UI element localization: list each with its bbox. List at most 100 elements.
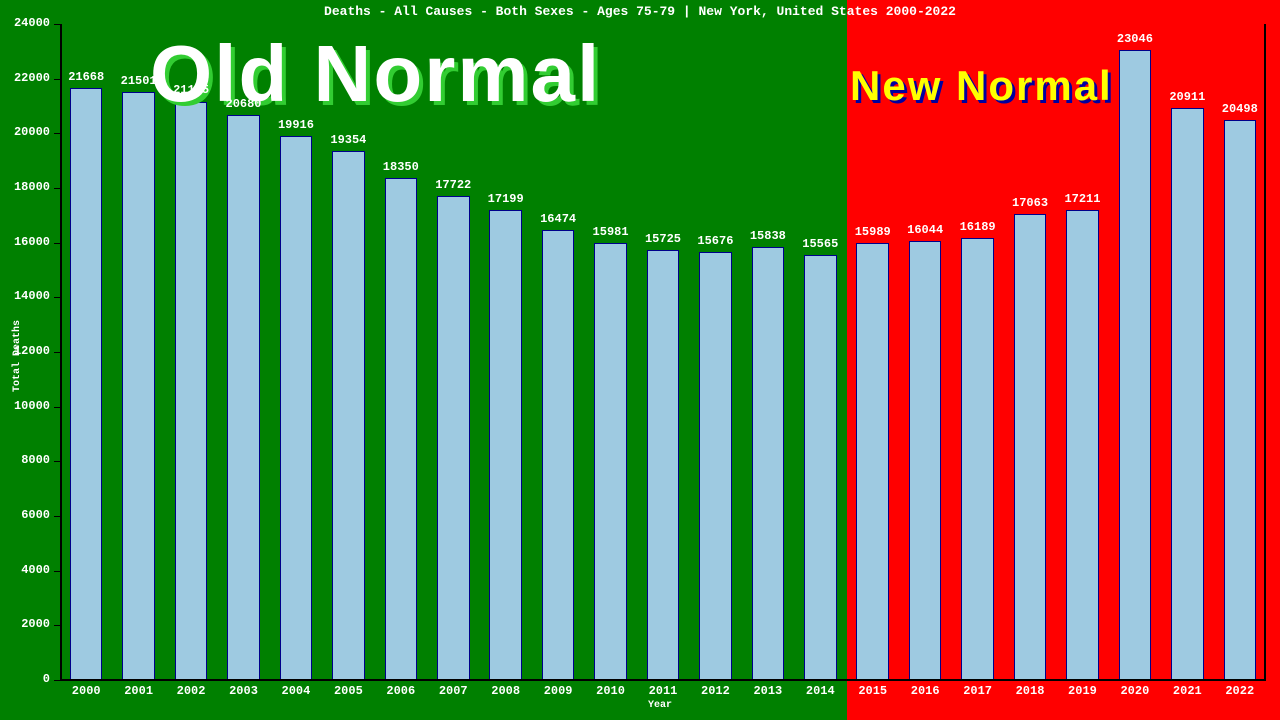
bar bbox=[175, 102, 208, 681]
y-tick-mark bbox=[54, 24, 60, 25]
bar bbox=[489, 210, 522, 680]
y-tick-label: 22000 bbox=[0, 71, 50, 85]
bar-value-label: 19354 bbox=[322, 133, 374, 147]
bar bbox=[385, 178, 418, 680]
bar bbox=[1066, 210, 1099, 680]
bar-value-label: 21165 bbox=[165, 83, 217, 97]
x-axis-title: Year bbox=[648, 700, 672, 711]
y-tick-mark bbox=[54, 516, 60, 517]
bar-value-label: 17063 bbox=[1004, 196, 1056, 210]
bar-value-label: 19916 bbox=[270, 118, 322, 132]
y-tick-mark bbox=[54, 461, 60, 462]
plot-area bbox=[60, 24, 1266, 680]
x-tick-label: 2006 bbox=[375, 684, 427, 698]
axis-line bbox=[1264, 24, 1266, 680]
x-tick-label: 2013 bbox=[742, 684, 794, 698]
bar bbox=[961, 238, 994, 680]
axis-line bbox=[60, 679, 1266, 681]
bar bbox=[594, 243, 627, 680]
bar-value-label: 15989 bbox=[847, 225, 899, 239]
chart-root: Deaths - All Causes - Both Sexes - Ages … bbox=[0, 0, 1280, 720]
y-tick-mark bbox=[54, 680, 60, 681]
bar-value-label: 20680 bbox=[217, 97, 269, 111]
y-tick-mark bbox=[54, 243, 60, 244]
bar bbox=[70, 88, 103, 680]
x-tick-label: 2014 bbox=[794, 684, 846, 698]
x-tick-label: 2008 bbox=[479, 684, 531, 698]
x-tick-label: 2016 bbox=[899, 684, 951, 698]
new-normal-label: New Normal bbox=[850, 62, 1113, 110]
y-tick-label: 20000 bbox=[0, 125, 50, 139]
x-tick-label: 2020 bbox=[1109, 684, 1161, 698]
bar bbox=[752, 247, 785, 680]
bar bbox=[909, 241, 942, 680]
bar bbox=[647, 250, 680, 680]
y-tick-label: 4000 bbox=[0, 563, 50, 577]
y-tick-label: 10000 bbox=[0, 399, 50, 413]
bar bbox=[1119, 50, 1152, 680]
y-tick-mark bbox=[54, 188, 60, 189]
y-tick-mark bbox=[54, 352, 60, 353]
y-tick-label: 14000 bbox=[0, 289, 50, 303]
bar-value-label: 17722 bbox=[427, 178, 479, 192]
bar-value-label: 15981 bbox=[584, 225, 636, 239]
bar bbox=[332, 151, 365, 680]
x-tick-label: 2015 bbox=[847, 684, 899, 698]
x-tick-label: 2002 bbox=[165, 684, 217, 698]
bar bbox=[542, 230, 575, 680]
y-tick-mark bbox=[54, 407, 60, 408]
bar-value-label: 23046 bbox=[1109, 32, 1161, 46]
y-tick-mark bbox=[54, 625, 60, 626]
x-tick-label: 2018 bbox=[1004, 684, 1056, 698]
x-tick-label: 2009 bbox=[532, 684, 584, 698]
x-tick-label: 2001 bbox=[112, 684, 164, 698]
y-tick-mark bbox=[54, 297, 60, 298]
bar bbox=[804, 255, 837, 680]
axis-line bbox=[60, 24, 62, 680]
x-tick-label: 2011 bbox=[637, 684, 689, 698]
y-tick-label: 12000 bbox=[0, 344, 50, 358]
chart-title: Deaths - All Causes - Both Sexes - Ages … bbox=[0, 4, 1280, 19]
bar-value-label: 15676 bbox=[689, 234, 741, 248]
y-tick-label: 16000 bbox=[0, 235, 50, 249]
x-tick-label: 2017 bbox=[951, 684, 1003, 698]
y-tick-mark bbox=[54, 571, 60, 572]
bar bbox=[1171, 108, 1204, 680]
x-tick-label: 2012 bbox=[689, 684, 741, 698]
bar-value-label: 15565 bbox=[794, 237, 846, 251]
bar-value-label: 20911 bbox=[1161, 90, 1213, 104]
bar bbox=[1014, 214, 1047, 680]
y-tick-label: 0 bbox=[0, 672, 50, 686]
bar bbox=[699, 252, 732, 680]
bar-value-label: 16474 bbox=[532, 212, 584, 226]
bar bbox=[280, 136, 313, 680]
y-tick-label: 24000 bbox=[0, 16, 50, 30]
x-tick-label: 2004 bbox=[270, 684, 322, 698]
x-tick-label: 2005 bbox=[322, 684, 374, 698]
bar-value-label: 15838 bbox=[742, 229, 794, 243]
bar-value-label: 21501 bbox=[112, 74, 164, 88]
x-tick-label: 2019 bbox=[1056, 684, 1108, 698]
bar bbox=[1224, 120, 1257, 680]
x-tick-label: 2021 bbox=[1161, 684, 1213, 698]
bar bbox=[122, 92, 155, 680]
bar-value-label: 16044 bbox=[899, 223, 951, 237]
y-tick-label: 8000 bbox=[0, 453, 50, 467]
bar bbox=[856, 243, 889, 680]
x-tick-label: 2007 bbox=[427, 684, 479, 698]
bar bbox=[437, 196, 470, 680]
x-tick-label: 2022 bbox=[1214, 684, 1266, 698]
bar-value-label: 15725 bbox=[637, 232, 689, 246]
bar-value-label: 20498 bbox=[1214, 102, 1266, 116]
x-tick-label: 2003 bbox=[217, 684, 269, 698]
y-tick-label: 6000 bbox=[0, 508, 50, 522]
bar-value-label: 17211 bbox=[1056, 192, 1108, 206]
bar-value-label: 16189 bbox=[951, 220, 1003, 234]
x-tick-label: 2010 bbox=[584, 684, 636, 698]
bar bbox=[227, 115, 260, 680]
bar-value-label: 21668 bbox=[60, 70, 112, 84]
y-tick-mark bbox=[54, 133, 60, 134]
bar-value-label: 17199 bbox=[479, 192, 531, 206]
y-tick-label: 18000 bbox=[0, 180, 50, 194]
bar-value-label: 18350 bbox=[375, 160, 427, 174]
